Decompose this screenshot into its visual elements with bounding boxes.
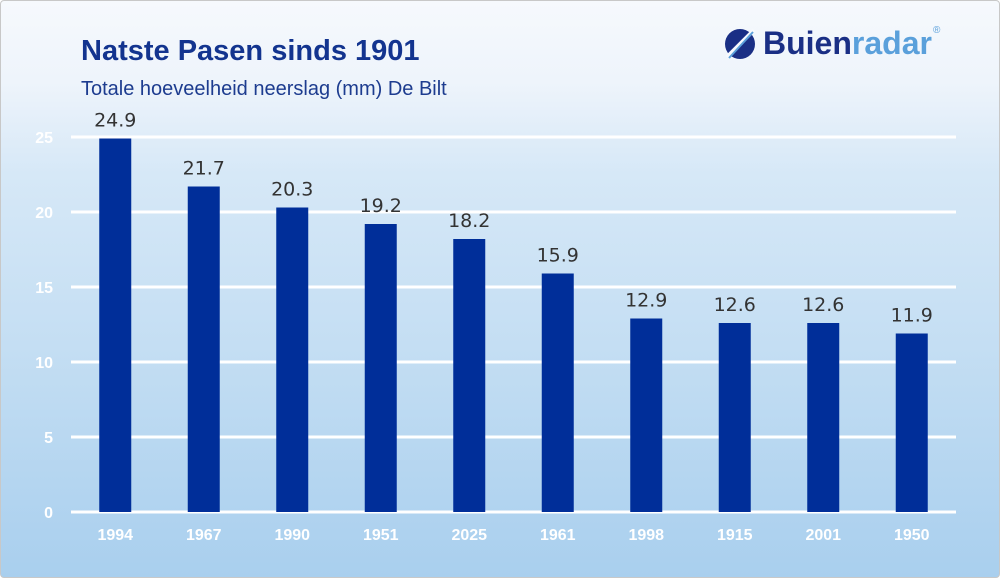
x-tick-label: 1950 <box>894 527 930 544</box>
data-label: 11.9 <box>891 305 933 327</box>
x-tick-label: 1990 <box>274 527 310 544</box>
bar <box>718 323 751 512</box>
x-tick-label: 2001 <box>805 527 841 544</box>
chart-subtitle: Totale hoeveelheid neerslag (mm) De Bilt <box>81 78 447 100</box>
bar <box>807 323 840 512</box>
y-tick-label: 0 <box>44 505 53 522</box>
x-tick-label: 1915 <box>717 527 753 544</box>
y-tick-label: 25 <box>35 130 53 147</box>
bar <box>895 333 928 512</box>
logo-icon <box>725 28 756 59</box>
logo-registered: ® <box>932 25 941 36</box>
y-tick-label: 10 <box>35 355 53 372</box>
y-tick-label: 15 <box>35 280 53 297</box>
data-label: 15.9 <box>537 245 579 267</box>
bar <box>541 273 574 512</box>
y-tick-label: 20 <box>35 205 53 222</box>
x-tick-label: 1994 <box>97 527 133 544</box>
x-tick-label: 1961 <box>540 527 576 544</box>
data-label: 18.2 <box>448 210 490 232</box>
x-tick-label: 1998 <box>628 527 664 544</box>
logo-text-dark: Buien <box>763 25 852 61</box>
logo-text-light: radar <box>851 25 932 61</box>
bar <box>453 239 486 512</box>
x-tick-label: 1967 <box>186 527 222 544</box>
x-tick-label: 1951 <box>363 527 399 544</box>
data-label: 24.9 <box>94 110 136 132</box>
data-label: 12.6 <box>802 294 844 316</box>
y-tick-label: 5 <box>44 430 53 447</box>
data-label: 21.7 <box>183 158 225 180</box>
bar <box>364 224 397 512</box>
chart-title: Natste Pasen sinds 1901 <box>81 35 420 67</box>
data-label: 12.6 <box>714 294 756 316</box>
bar <box>276 207 309 512</box>
bar <box>187 186 220 512</box>
x-tick-label: 2025 <box>451 527 487 544</box>
buienradar-logo: Buien radar ® <box>723 25 940 62</box>
bar <box>630 318 663 512</box>
bar <box>99 138 132 512</box>
data-label: 20.3 <box>271 179 313 201</box>
data-label: 19.2 <box>360 195 402 217</box>
data-label: 12.9 <box>625 290 667 312</box>
